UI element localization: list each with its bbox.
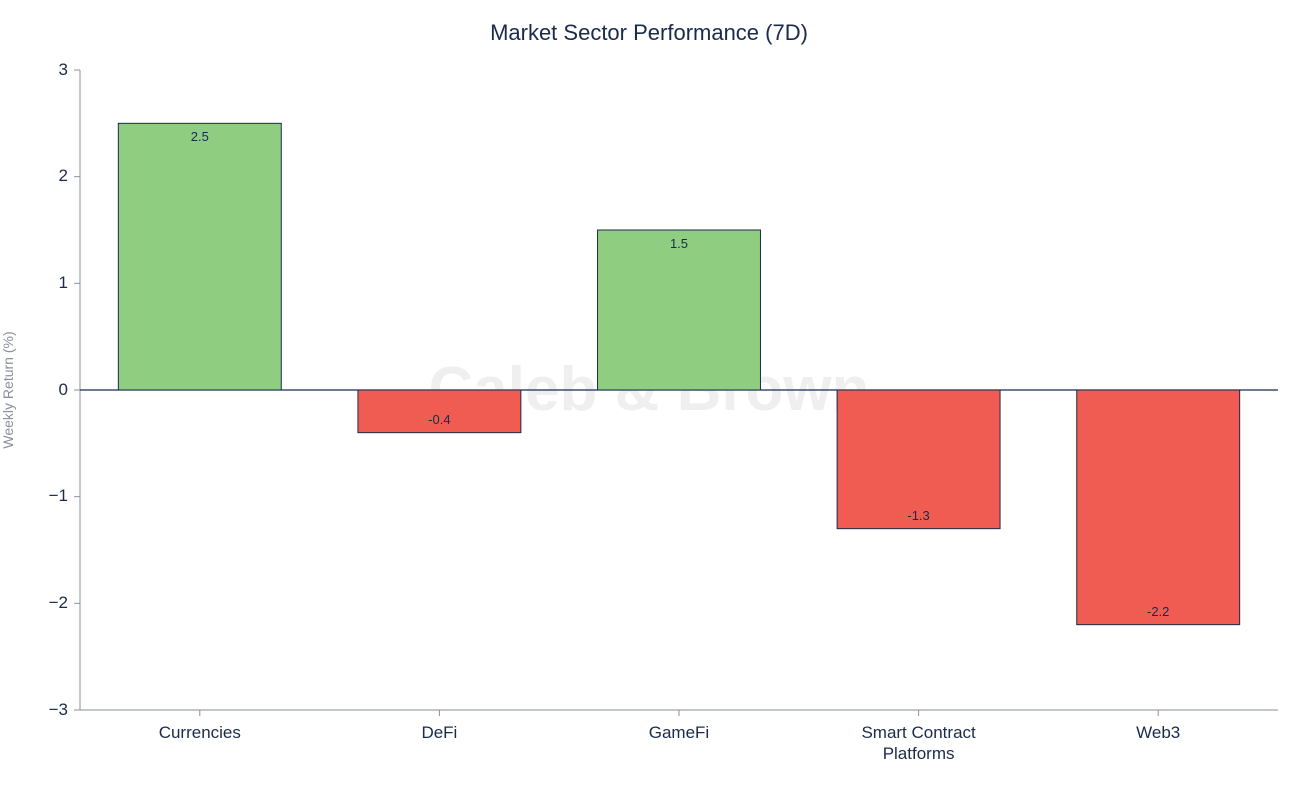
bar-value-label: 2.5 [118, 129, 281, 144]
chart-svg [0, 0, 1298, 792]
y-tick-label: −1 [49, 486, 68, 506]
bar-value-label: -1.3 [837, 508, 1000, 523]
x-tick-label: GameFi [559, 722, 799, 743]
y-tick-label: 3 [59, 60, 68, 80]
y-tick-label: −3 [49, 700, 68, 720]
chart-container: Market Sector Performance (7D) Caleb & B… [0, 0, 1298, 792]
x-tick-label: DeFi [320, 722, 560, 743]
y-tick-label: 2 [59, 166, 68, 186]
x-tick-label: Currencies [80, 722, 320, 743]
y-tick-label: −2 [49, 593, 68, 613]
bar-value-label: -2.2 [1077, 604, 1240, 619]
y-tick-label: 1 [59, 273, 68, 293]
x-tick-label: Smart ContractPlatforms [799, 722, 1039, 765]
x-tick-label: Web3 [1038, 722, 1278, 743]
bar-value-label: 1.5 [598, 236, 761, 251]
y-tick-label: 0 [59, 380, 68, 400]
bar-value-label: -0.4 [358, 412, 521, 427]
